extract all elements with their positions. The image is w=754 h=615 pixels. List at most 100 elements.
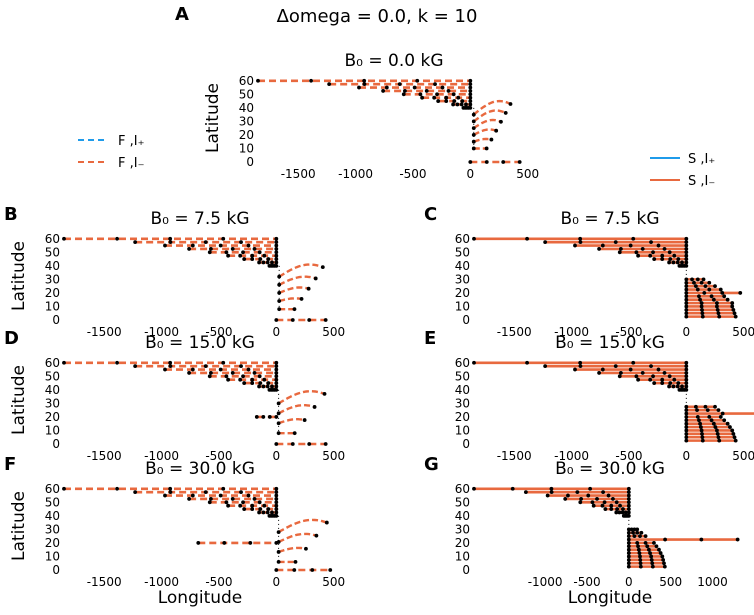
track-e-rlat15-dot-0 bbox=[684, 421, 689, 426]
track-d-tail-dot-2 bbox=[307, 442, 312, 446]
track-a-lat50-dot-2 bbox=[435, 92, 439, 97]
xtick-d--500: -500 bbox=[205, 449, 232, 463]
track-e-lat55-dot-4 bbox=[684, 367, 689, 372]
track-f-tail-dot-0 bbox=[274, 568, 279, 572]
track-c-lat52.5-dot-0 bbox=[597, 247, 601, 251]
track-g-rlat15-dot-3 bbox=[657, 547, 661, 552]
track-d-lat45-dot-0 bbox=[242, 381, 247, 385]
xtick-a--500: -500 bbox=[399, 167, 426, 181]
track-a-lat45-dot-2 bbox=[452, 99, 457, 103]
track-g-rlat25-dot-3 bbox=[643, 534, 648, 539]
track-a-lat45-dot-1 bbox=[444, 99, 449, 103]
ytick-e-50: 50 bbox=[455, 369, 470, 383]
track-e-lat50-dot-0 bbox=[617, 374, 622, 379]
track-c-lat42.5-dot-0 bbox=[667, 260, 672, 265]
track-a-lat42.5-dot-1 bbox=[455, 102, 460, 107]
track-c-rlat10-dot-3 bbox=[730, 304, 735, 309]
track-c-rlat12.5-dot-3 bbox=[730, 301, 735, 305]
track-c-lat52.5-dot-1 bbox=[619, 247, 623, 251]
xtick-f--1000: -1000 bbox=[144, 575, 179, 589]
track-a-lat42.5-dot-2 bbox=[459, 102, 464, 107]
track-g-lat42.5-dot-0 bbox=[614, 510, 619, 515]
ytick-f-50: 50 bbox=[45, 495, 60, 509]
track-g-lat45-dot-3 bbox=[621, 507, 625, 511]
hook-a-3 bbox=[473, 118, 502, 130]
track-g-rlat7.5-dot-0 bbox=[626, 557, 631, 562]
track-c-lat60-dot-2 bbox=[578, 236, 583, 241]
legend-dashed-label-minus: F ,I₋ bbox=[118, 156, 144, 171]
track-b-lat52.5-dot-3 bbox=[252, 247, 257, 251]
track-e-rlat15-dot-2 bbox=[711, 421, 716, 426]
ytick-e-0: 0 bbox=[462, 437, 470, 451]
track-f-lat60-dot-3 bbox=[221, 486, 226, 491]
ylabel-a: Latitude bbox=[203, 83, 223, 153]
track-c-rlat12.5-dot-0 bbox=[684, 301, 689, 305]
track-f-lat42.5-dot-2 bbox=[265, 510, 270, 515]
track-e-lat45-dot-1 bbox=[660, 381, 665, 385]
hook-b-4-end bbox=[320, 265, 325, 270]
track-c-lat45-dot-1 bbox=[660, 257, 665, 261]
ylabel-b: Latitude bbox=[9, 241, 29, 311]
track-g-rlat7.5-dot-2 bbox=[649, 557, 654, 562]
track-f-extra-dot-0 bbox=[196, 541, 201, 545]
track-d-lat45-dot-2 bbox=[258, 381, 263, 385]
track-e-rlat2.5-dot-1 bbox=[700, 438, 705, 443]
track-a-lat60-dot-1 bbox=[309, 78, 313, 83]
track-e-rlat15-dot-3 bbox=[725, 421, 730, 426]
ytick-e-10: 10 bbox=[455, 423, 470, 437]
track-e-rlat20-dot-1 bbox=[695, 415, 700, 419]
xtick-g-500: 500 bbox=[659, 575, 682, 589]
track-d-lat52.5-dot-3 bbox=[252, 371, 257, 375]
ylabel-f: Latitude bbox=[9, 491, 29, 561]
track-f-lat47.5-dot-3 bbox=[262, 503, 267, 508]
xtick-d-0: 0 bbox=[273, 449, 281, 463]
track-b-lat47.5-dot-3 bbox=[262, 253, 267, 258]
track-c-lat42.5-dot-4 bbox=[684, 260, 689, 265]
hook-d-1-start bbox=[276, 421, 281, 426]
ytick-d-10: 10 bbox=[45, 423, 60, 437]
track-g-lat52.5-dot-4 bbox=[626, 497, 631, 501]
panel-letter-c: C bbox=[424, 204, 437, 225]
track-a-lat57.5-dot-1 bbox=[362, 82, 367, 87]
track-f-lat45-dot-2 bbox=[258, 507, 263, 511]
track-e-rlat27.5-dot-1 bbox=[693, 404, 698, 409]
track-c-rlat2.5-dot-2 bbox=[717, 314, 722, 319]
track-e-rlat10-dot-3 bbox=[730, 428, 735, 433]
track-d-lat45-dot-1 bbox=[250, 381, 255, 385]
track-g-rlat22.5-dot-0 bbox=[626, 537, 631, 542]
track-g-rlat12.5-dot-2 bbox=[648, 551, 652, 555]
track-f-lat57.5-dot-4 bbox=[274, 490, 279, 495]
track-f-lat55-dot-2 bbox=[218, 493, 223, 498]
track-d-lat52.5-dot-0 bbox=[187, 371, 191, 375]
track-e-rlat2.5-dot-0 bbox=[684, 438, 689, 443]
ylabel-d: Latitude bbox=[9, 365, 29, 435]
track-c-lat55-dot-0 bbox=[573, 243, 577, 248]
track-c-lat50-dot-3 bbox=[667, 250, 672, 255]
track-c-lat45-dot-3 bbox=[676, 257, 681, 261]
track-c-rlat15-dot-3 bbox=[725, 297, 730, 302]
track-e-lat45-dot-0 bbox=[652, 381, 657, 385]
hook-d-2-start bbox=[276, 411, 281, 416]
hook-b-0-end bbox=[292, 307, 297, 312]
hook-d-1 bbox=[278, 418, 305, 425]
track-e-lat50-dot-3 bbox=[667, 374, 672, 379]
track-c-rlat20-dot-1 bbox=[702, 291, 707, 295]
hook-a-1-start bbox=[471, 139, 476, 144]
track-a-lat50-dot-1 bbox=[418, 92, 423, 97]
track-b-lat60-dot-2 bbox=[168, 236, 173, 241]
track-g-lat57.5-dot-1 bbox=[549, 490, 554, 495]
track-e-lat57.5-dot-2 bbox=[613, 364, 618, 369]
track-e-lat57.5-dot-0 bbox=[543, 364, 548, 369]
track-f-extra-dot-1 bbox=[222, 541, 227, 545]
track-c-rlat10-dot-1 bbox=[699, 304, 704, 309]
ytick-e-60: 60 bbox=[455, 356, 470, 370]
xtick-f-0: 0 bbox=[273, 575, 281, 589]
track-f-lat57.5-dot-0 bbox=[133, 490, 138, 495]
ytick-d-20: 20 bbox=[45, 410, 60, 424]
track-d-lat52.5-dot-1 bbox=[209, 371, 213, 375]
track-a-lat60-dot-0 bbox=[256, 78, 260, 83]
hook-a-3-end bbox=[499, 119, 503, 124]
track-g-rlat22.5-dot-1 bbox=[663, 537, 667, 542]
track-g-lat42.5-dot-3 bbox=[623, 510, 628, 515]
